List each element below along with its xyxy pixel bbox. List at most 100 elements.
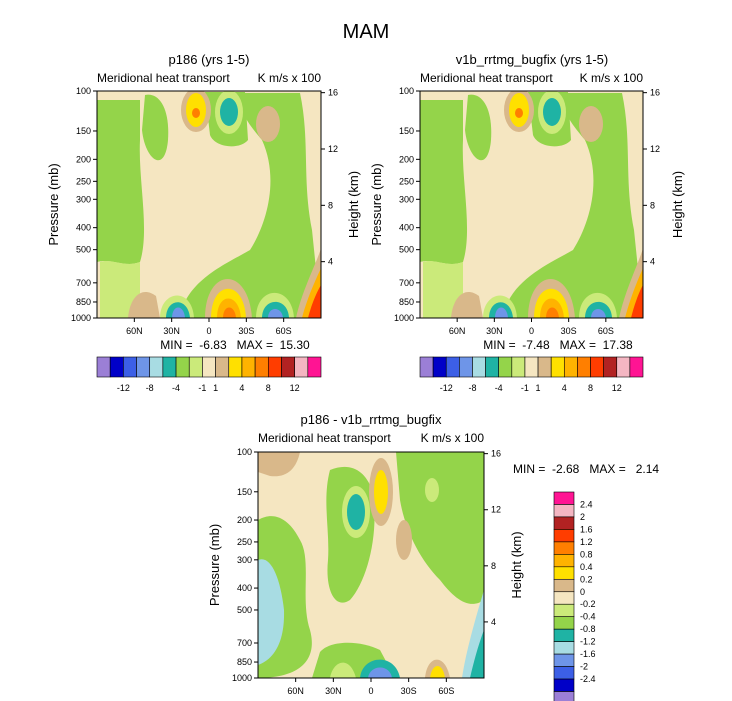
colorbar: 2.4 2 1.6 1.2 0.8 0.4 0.2 0 -0.2 -0.4 -0.8 -1.2 -1.6… (553, 491, 596, 701)
contour-band-green (420, 100, 468, 318)
y-axis-label: Pressure (mb) (207, 524, 222, 606)
colorbar-label: 1.6 (580, 524, 593, 534)
contour-band-lightblue (268, 309, 283, 318)
colorbar-swatch (537, 356, 552, 378)
contour-band-orange (192, 108, 200, 118)
x-tick-label: 0 (368, 686, 373, 696)
contour-band-lightblue (591, 309, 606, 318)
panel-title: p186 (yrs 1-5) (169, 52, 250, 67)
x-axis-ticks: 60N 30N 0 30S 60S (126, 318, 292, 336)
x-tick-label: 60N (287, 686, 304, 696)
colorbar-swatch (553, 603, 575, 618)
min-max-label: MIN = -2.68 MAX = 2.14 (513, 462, 659, 476)
y-tick-label: 200 (237, 515, 252, 525)
y-tick-label: 300 (76, 194, 91, 204)
y-tick-label: 700 (399, 278, 414, 288)
y-tick-label: 100 (237, 447, 252, 457)
min-max-label: MIN = -6.83 MAX = 15.30 (160, 338, 310, 352)
y-axis-ticks: 100 150 200 250 300 400 500 700 850 1000 (71, 86, 97, 323)
colorbar-label: 4 (562, 383, 567, 393)
x-tick-label: 60S (438, 686, 454, 696)
x-axis-ticks: 60N 30N 0 30S 60S (449, 318, 614, 336)
y-axis-label: Pressure (mb) (46, 163, 61, 245)
y-tick-label: 1000 (71, 313, 91, 323)
colorbar-swatch (202, 356, 216, 378)
colorbar-swatch (590, 356, 604, 378)
x-tick-label: 60N (126, 326, 143, 336)
y-tick-label: 500 (237, 605, 252, 615)
contour-band-tan (258, 452, 300, 477)
contour-band-teal (347, 494, 365, 530)
x-axis-ticks: 60N 30N 0 30S 60S (287, 678, 454, 696)
colorbar-swatch (553, 641, 575, 655)
colorbar-swatch (553, 628, 575, 642)
colorbar-label: 8 (266, 383, 271, 393)
y-tick-label: 400 (76, 223, 91, 233)
colorbar-swatch (550, 356, 565, 378)
y-right-tick-label: 12 (650, 144, 660, 154)
colorbar-swatch (553, 678, 575, 692)
panel-right: v1b_rrtmg_bugfix (yrs 1-5) Meridional he… (369, 52, 685, 393)
contour-band-red (631, 285, 643, 318)
x-tick-label: 0 (529, 326, 534, 336)
y-tick-label: 400 (399, 223, 414, 233)
contour-field (420, 91, 643, 318)
colorbar-swatch (459, 356, 473, 378)
colorbar-swatch (432, 356, 447, 378)
panel-subtitle-left: Meridional heat transport (420, 71, 553, 85)
colorbar: -12 -8 -4 -1 1 4 8 12 (96, 356, 322, 393)
colorbar-swatch (267, 356, 282, 378)
contour-band-green (396, 452, 484, 604)
colorbar-label: 2.4 (580, 499, 593, 509)
contour-band-tan (256, 106, 280, 142)
colorbar-label: -0.2 (580, 599, 596, 609)
colorbar-swatch (553, 491, 575, 505)
colorbar-swatch (215, 356, 230, 378)
colorbar-swatch (254, 356, 269, 378)
colorbar-swatch (162, 356, 177, 378)
colorbar-label: 12 (290, 383, 300, 393)
colorbar-label: 4 (239, 383, 244, 393)
x-tick-label: 30N (486, 326, 503, 336)
panel-subtitle-right: K m/s x 100 (421, 431, 485, 445)
colorbar-label: -2 (580, 662, 588, 672)
y-tick-label: 300 (399, 194, 414, 204)
y-tick-label: 150 (76, 126, 91, 136)
y-right-tick-label: 16 (491, 449, 501, 459)
colorbar-label: 1.2 (580, 537, 593, 547)
colorbar-swatch (553, 578, 575, 593)
x-tick-label: 60N (449, 326, 466, 336)
colorbar-swatch (603, 356, 618, 378)
colorbar-swatch (553, 591, 575, 605)
colorbar-label: -1 (521, 383, 529, 393)
y-right-tick-label: 8 (328, 200, 333, 210)
contour-band-green (503, 93, 643, 318)
y-tick-label: 850 (76, 297, 91, 307)
contour-band-lightblue (495, 307, 508, 318)
colorbar-swatch (109, 356, 124, 378)
colorbar-swatch (553, 616, 575, 630)
contour-band-green (465, 94, 492, 161)
y-tick-label: 100 (76, 86, 91, 96)
colorbar-label: -1.2 (580, 637, 596, 647)
figure-title: MAM (343, 21, 390, 43)
colorbar-swatch (123, 356, 137, 378)
colorbar-label: -0.8 (580, 624, 596, 634)
colorbar-swatch (419, 356, 434, 378)
colorbar-label: 0.8 (580, 549, 593, 559)
contour-band-lightgreen (423, 261, 463, 318)
contour-band-teal (543, 98, 561, 126)
colorbar-swatch (616, 356, 631, 378)
x-tick-label: 60S (598, 326, 614, 336)
colorbar-swatch (445, 356, 460, 378)
contour-band-teal (470, 630, 484, 678)
contour-band-teal (220, 98, 238, 126)
contour-band-red (308, 285, 321, 318)
colorbar-swatch (136, 356, 151, 378)
y-right-tick-label: 4 (491, 617, 496, 627)
x-tick-label: 30N (325, 686, 342, 696)
panel-subtitle-left: Meridional heat transport (258, 431, 391, 445)
colorbar-swatch (175, 356, 190, 378)
colorbar-label: -2.4 (580, 674, 596, 684)
y-tick-label: 850 (399, 297, 414, 307)
